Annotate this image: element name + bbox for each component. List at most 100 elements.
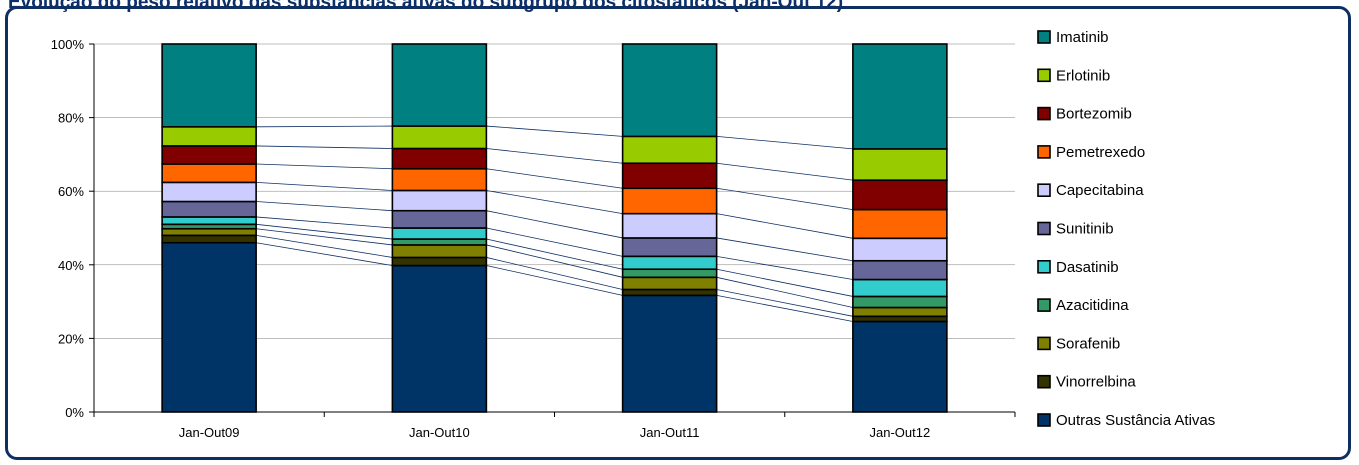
series-line bbox=[716, 255, 853, 280]
series-line bbox=[486, 210, 623, 239]
series-line bbox=[256, 216, 393, 229]
legend-label: Dasatinib bbox=[1056, 259, 1119, 276]
bar-segment-dasatinib bbox=[391, 227, 488, 240]
bar-segment-outras-sustância-ativas bbox=[161, 241, 257, 413]
bars bbox=[161, 43, 948, 413]
bar-segment-erlotinib bbox=[621, 135, 718, 165]
series-line bbox=[716, 276, 853, 308]
bar-segment-pemetrexedo bbox=[161, 163, 257, 184]
bar-segment-dasatinib bbox=[621, 255, 718, 271]
series-line bbox=[716, 162, 853, 181]
legend-item: Sunitinib bbox=[1037, 221, 1114, 238]
series-line bbox=[486, 265, 623, 296]
bar-segment-sorafenib bbox=[391, 244, 488, 259]
bar-segment-bortezomib bbox=[621, 162, 718, 190]
x-tick-label: Jan-Out12 bbox=[870, 425, 931, 440]
bar-segment-sunitinib bbox=[621, 237, 718, 258]
bar-segment-capecitabina bbox=[391, 189, 488, 212]
bar-segment-capecitabina bbox=[161, 181, 257, 203]
legend-item: Outras Sustância Ativas bbox=[1037, 412, 1215, 429]
bar-segment-vinorrelbina bbox=[161, 234, 257, 244]
y-tick-label: 80% bbox=[58, 111, 84, 126]
bar-segment-sunitinib bbox=[161, 200, 257, 218]
x-axis-tick-labels: Jan-Out09 Jan-Out10 Jan-Out11 Jan-Out12 bbox=[179, 425, 930, 440]
y-tick-label: 40% bbox=[58, 258, 84, 273]
legend-label: Bortezomib bbox=[1056, 106, 1132, 123]
bar-segment-bortezomib bbox=[852, 179, 948, 211]
legend-item: Pemetrexedo bbox=[1037, 144, 1145, 161]
bar-segment-dasatinib bbox=[161, 216, 257, 226]
bar-segment-bortezomib bbox=[161, 145, 257, 165]
legend-item: Sorafenib bbox=[1037, 335, 1120, 352]
axes bbox=[89, 43, 1016, 417]
bar-segment-erlotinib bbox=[391, 125, 488, 150]
series-line bbox=[486, 148, 623, 164]
bar-segment-pemetrexedo bbox=[852, 208, 948, 240]
series-line bbox=[256, 223, 393, 240]
chart-frame bbox=[5, 6, 1351, 460]
series-line bbox=[716, 213, 853, 239]
legend-swatch bbox=[1037, 336, 1051, 351]
legend-label: Vinorrelbina bbox=[1056, 374, 1136, 391]
legend-swatch bbox=[1037, 145, 1051, 159]
series-line bbox=[486, 125, 623, 137]
legend-swatch bbox=[1037, 68, 1051, 83]
bar-segment-vinorrelbina bbox=[621, 288, 718, 297]
bar-segment-outras-sustância-ativas bbox=[621, 294, 718, 413]
x-tick-label: Jan-Out10 bbox=[409, 425, 470, 440]
x-tick-label: Jan-Out09 bbox=[179, 425, 240, 440]
series-line bbox=[486, 227, 623, 257]
series-line bbox=[256, 181, 393, 191]
bar-segment-imatinib bbox=[621, 43, 718, 138]
series-line bbox=[486, 168, 623, 189]
series-line bbox=[256, 228, 393, 246]
y-axis-tick-labels: 0% 20% 40% 60% 80% 100% bbox=[51, 37, 85, 420]
legend-item: Dasatinib bbox=[1037, 259, 1119, 276]
legend-label: Pemetrexedo bbox=[1056, 144, 1145, 161]
legend-swatch bbox=[1037, 259, 1051, 274]
legend-swatch bbox=[1037, 106, 1051, 121]
series-line bbox=[486, 190, 623, 215]
y-tick-label: 100% bbox=[51, 37, 85, 52]
y-tick-label: 60% bbox=[58, 184, 84, 199]
legend-label: Sunitinib bbox=[1056, 221, 1114, 238]
bar-segment-outras-sustância-ativas bbox=[852, 320, 948, 413]
series-line bbox=[256, 242, 393, 266]
legend-swatch bbox=[1037, 374, 1051, 389]
legend-swatch bbox=[1037, 30, 1051, 44]
bar-segment-erlotinib bbox=[852, 148, 948, 181]
bar-segment-dasatinib bbox=[852, 278, 948, 298]
y-tick-label: 20% bbox=[58, 331, 84, 346]
series-line bbox=[716, 294, 853, 322]
legend-label: Imatinib bbox=[1056, 29, 1109, 46]
legend-label: Outras Sustância Ativas bbox=[1056, 412, 1215, 429]
series-line bbox=[486, 244, 623, 278]
legend-label: Azacitidina bbox=[1056, 297, 1129, 314]
bar-segment-vinorrelbina bbox=[391, 256, 488, 267]
bar-segment-imatinib bbox=[391, 43, 488, 127]
legend-item: Erlotinib bbox=[1037, 67, 1110, 84]
series-line bbox=[716, 268, 853, 297]
bar-segment-sorafenib bbox=[852, 306, 948, 318]
series-line bbox=[716, 135, 853, 150]
bar-segment-outras-sustância-ativas bbox=[391, 264, 488, 413]
legend-item: Vinorrelbina bbox=[1037, 374, 1136, 391]
legend-label: Erlotinib bbox=[1056, 67, 1110, 84]
bar-segment-capecitabina bbox=[621, 212, 718, 239]
series-line bbox=[486, 257, 623, 290]
series-connector-lines bbox=[256, 125, 853, 322]
bar-segment-imatinib bbox=[852, 43, 948, 150]
legend-item: Capecitabina bbox=[1037, 182, 1144, 199]
legend-label: Sorafenib bbox=[1056, 335, 1120, 352]
bar-segment-pemetrexedo bbox=[391, 167, 488, 192]
bar-segment-azacitidina bbox=[391, 238, 488, 246]
bar-segment-erlotinib bbox=[161, 126, 257, 147]
series-line bbox=[256, 125, 393, 128]
series-line bbox=[256, 145, 393, 149]
series-line bbox=[486, 238, 623, 270]
bar-segment-bortezomib bbox=[391, 147, 488, 170]
bar-segment-sorafenib bbox=[621, 276, 718, 291]
legend-swatch bbox=[1037, 413, 1051, 427]
x-tick-label: Jan-Out11 bbox=[640, 425, 700, 440]
